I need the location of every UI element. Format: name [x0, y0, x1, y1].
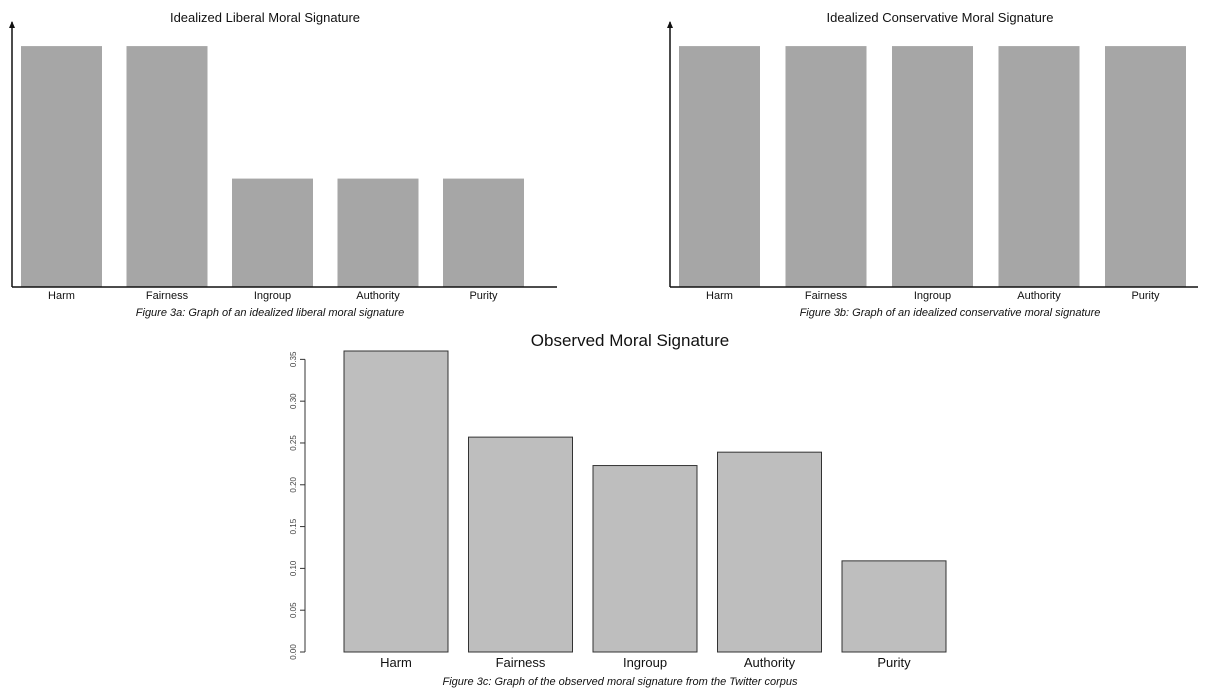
- chart-b-caption: Figure 3b: Graph of an idealized conserv…: [799, 307, 1101, 319]
- chart-b-category-label: Authority: [1017, 290, 1061, 302]
- chart-a-bar-ingroup: [232, 178, 313, 287]
- chart-c-category-label: Purity: [877, 655, 911, 670]
- chart-b-bar-fairness: [785, 46, 867, 287]
- chart-c-y-tick-label: 0.10: [289, 560, 298, 576]
- chart-b-bar-purity: [1105, 46, 1186, 287]
- chart-a-caption: Figure 3a: Graph of an idealized liberal…: [135, 307, 405, 319]
- chart-c-bar-authority: [717, 451, 822, 653]
- chart-c-y-tick-label: 0.20: [289, 476, 298, 492]
- chart-c-category-label: Fairness: [496, 655, 546, 670]
- chart-c-y-tick-label: 0.00: [289, 644, 298, 660]
- chart-b-bar-authority: [998, 46, 1080, 287]
- chart-c-bar-ingroup: [592, 465, 698, 653]
- chart-c-bar-purity: [841, 560, 947, 653]
- chart-a-bar-purity: [443, 178, 524, 287]
- chart-a-category-label: Purity: [469, 290, 498, 302]
- chart-c-title: Observed Moral Signature: [530, 331, 730, 350]
- chart-a-bar-harm: [21, 46, 102, 287]
- chart-b-category-label: Harm: [706, 290, 733, 302]
- chart-c-y-tick-label: 0.05: [289, 602, 298, 618]
- chart-a-category-label: Ingroup: [254, 290, 291, 302]
- chart-c-category-label: Ingroup: [623, 655, 667, 670]
- chart-a-category-label: Authority: [356, 290, 400, 302]
- chart-b-category-label: Fairness: [805, 290, 848, 302]
- chart-b-bar-ingroup: [892, 46, 973, 287]
- chart-c-bar-harm: [343, 350, 449, 653]
- chart-c-category-label: Authority: [744, 655, 796, 670]
- chart-b-title: Idealized Conservative Moral Signature: [826, 10, 1054, 25]
- chart-c-y-tick-label: 0.25: [289, 435, 298, 451]
- chart-b-category-label: Purity: [1131, 290, 1160, 302]
- chart-c-y-tick-label: 0.30: [289, 393, 298, 409]
- chart-c-category-label: Harm: [380, 655, 412, 670]
- chart-b-bar-harm: [679, 46, 760, 287]
- chart-c-caption: Figure 3c: Graph of the observed moral s…: [442, 676, 798, 688]
- chart-a-bar-fairness: [126, 46, 208, 287]
- chart-c-bar-fairness: [468, 436, 573, 653]
- chart-b-y-axis-arrow: [667, 21, 673, 28]
- chart-a-bar-authority: [337, 178, 419, 287]
- chart-c-y-tick-label: 0.35: [289, 351, 298, 367]
- chart-a-title: Idealized Liberal Moral Signature: [169, 10, 361, 25]
- chart-a-category-label: Fairness: [146, 290, 189, 302]
- chart-c-y-tick-label: 0.15: [289, 518, 298, 534]
- chart-a-y-axis-arrow: [9, 21, 15, 28]
- chart-b-category-label: Ingroup: [914, 290, 951, 302]
- chart-a-category-label: Harm: [48, 290, 75, 302]
